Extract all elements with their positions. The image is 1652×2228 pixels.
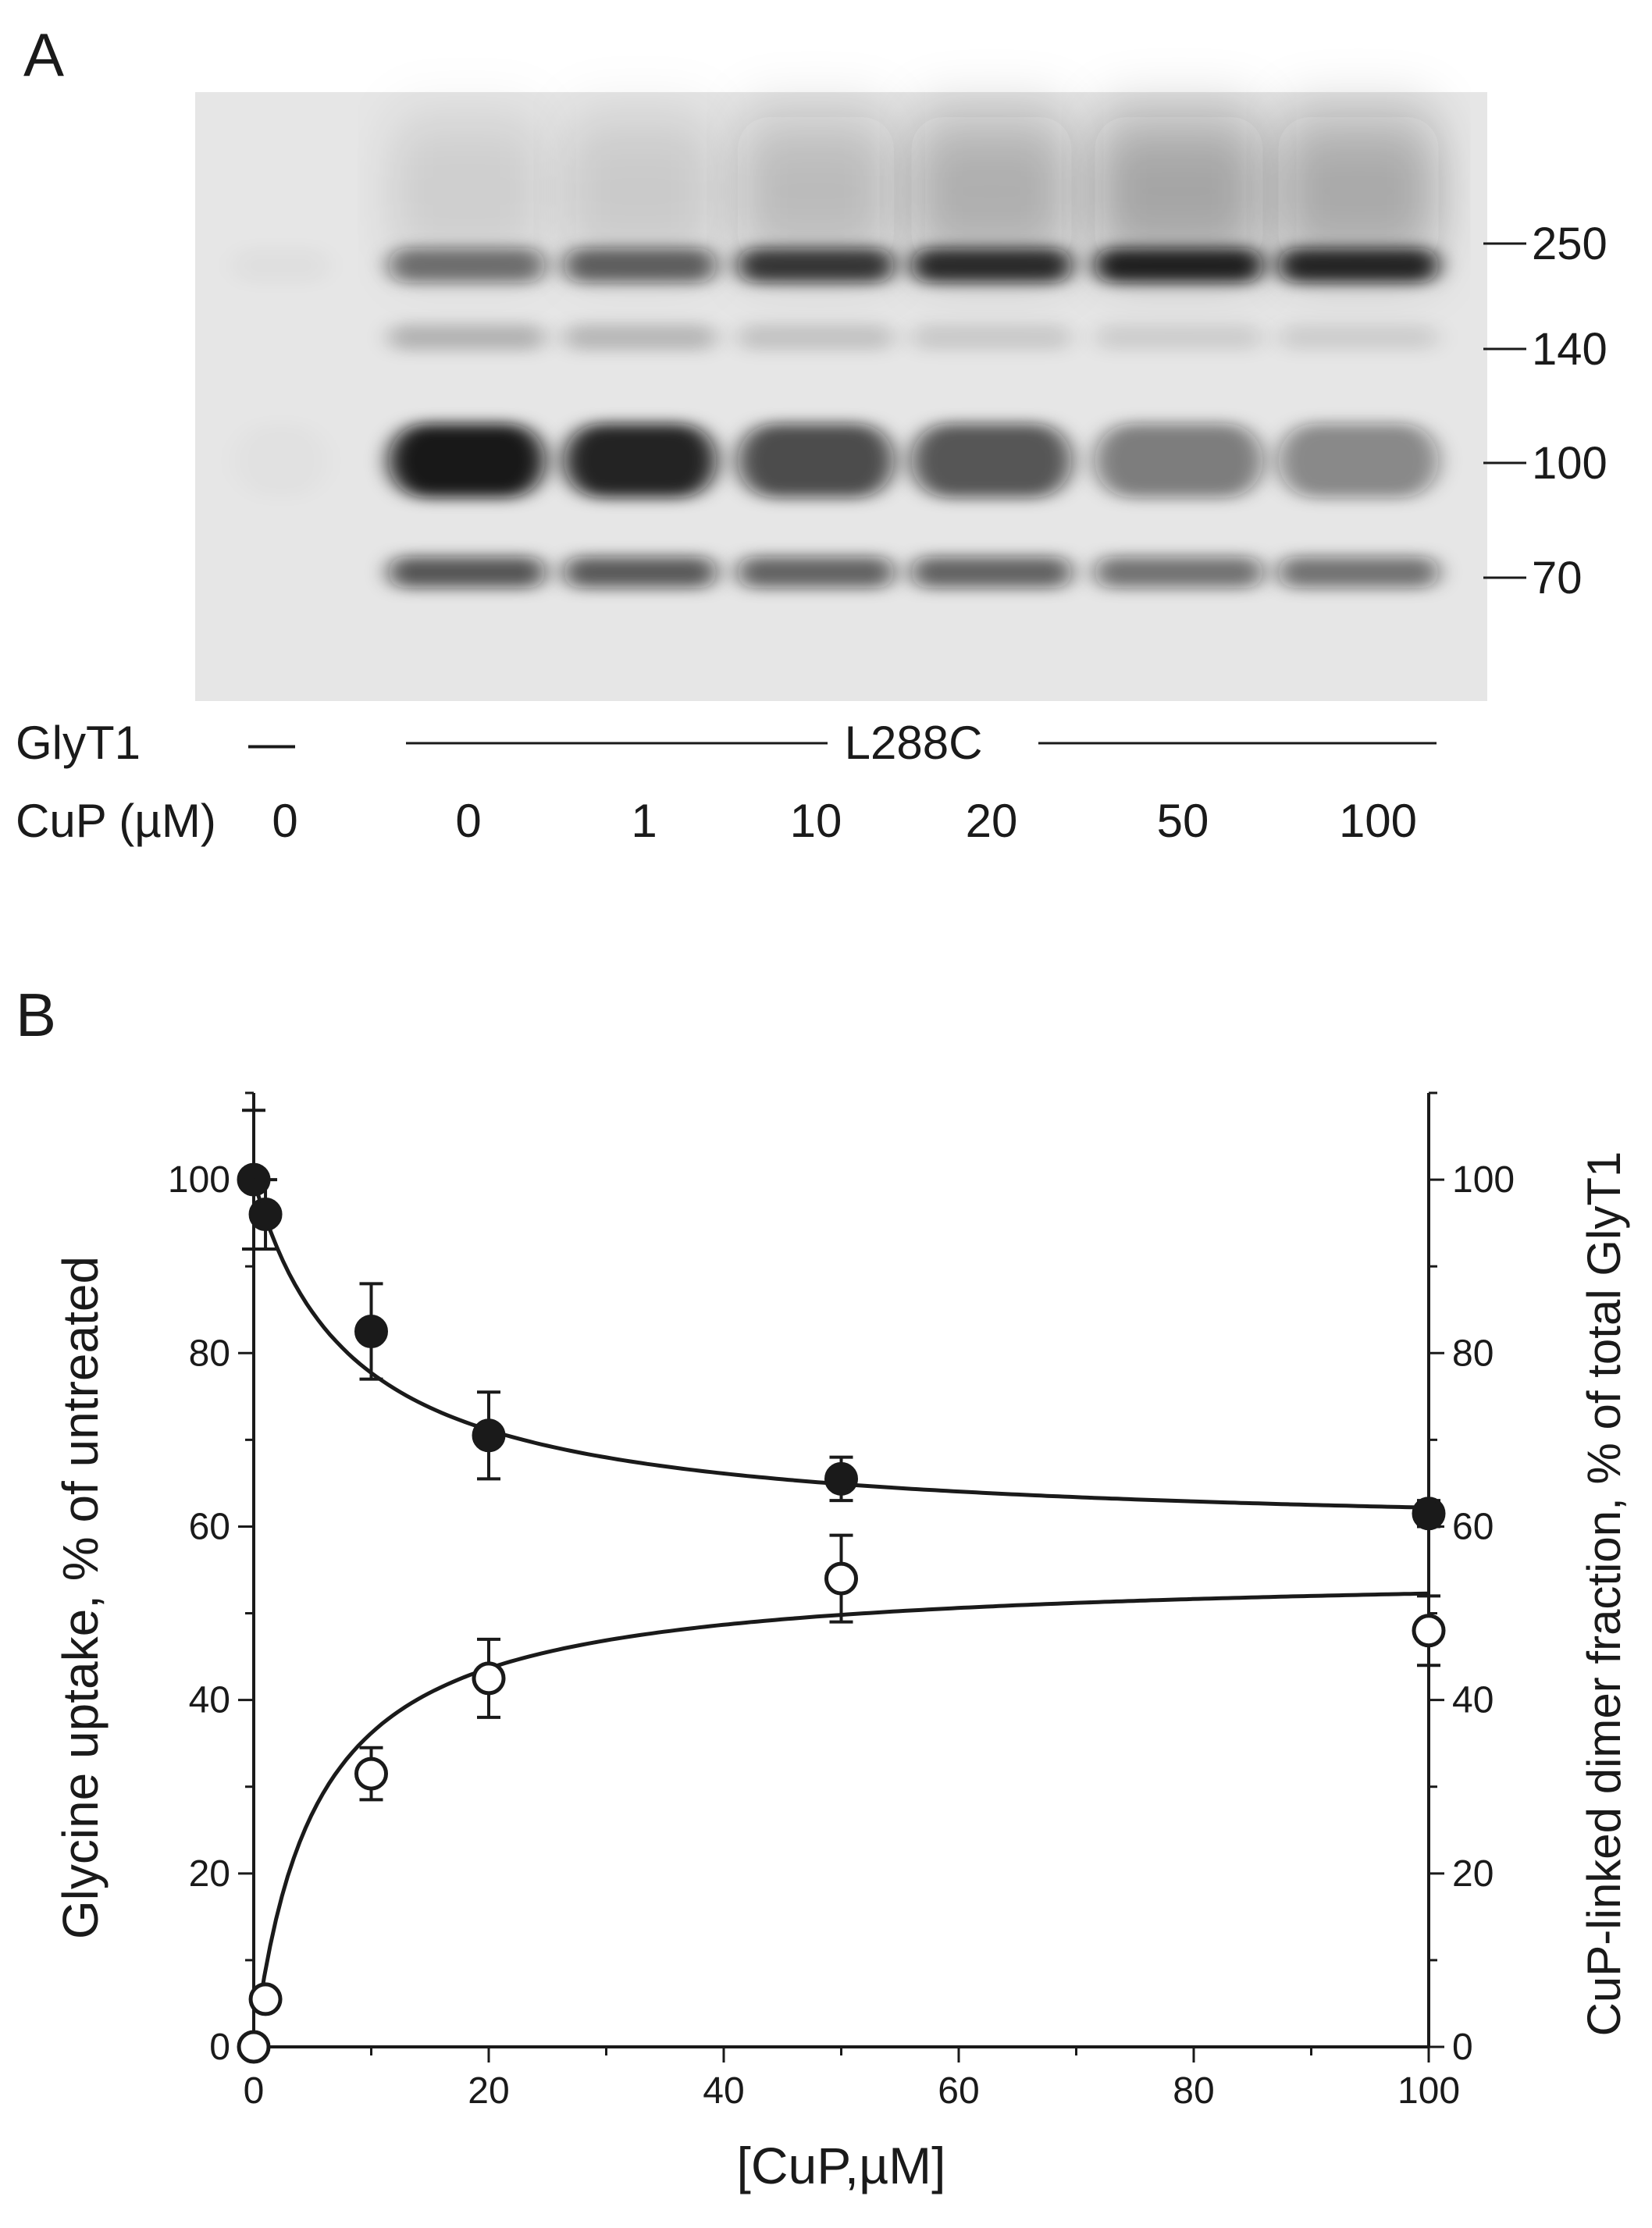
uptake-point [354,1315,388,1348]
lane-smear [564,117,717,265]
svg-text:70: 70 [1532,553,1583,603]
blot-band [1095,248,1263,283]
uptake-point [1412,1497,1446,1531]
x-tick-label: 80 [1173,2070,1214,2112]
y-tick-label-left: 40 [189,1680,230,1721]
blot-band [1278,557,1439,588]
svg-text:140: 140 [1532,324,1607,375]
blot-band [564,423,717,498]
panel-b-label: B [16,981,57,1049]
lane-smear [1278,117,1439,265]
x-tick-label: 40 [703,2070,744,2112]
uptake-point [248,1198,283,1232]
cup-lane-label: 100 [1339,795,1417,847]
cup-row-label: CuP (µM) [16,795,216,847]
marker-140: 140 [1483,324,1607,375]
y-axis-label-right: CuP-linked dimer fraction, % of total Gl… [1578,1151,1630,2037]
x-axis-label: [CuP,µM] [737,2137,946,2194]
blot-band [1278,423,1439,498]
x-tick-label: 20 [468,2070,509,2112]
dimer-point [1412,1614,1446,1648]
uptake-point [824,1461,858,1496]
x-tick-label: 0 [244,2070,265,2112]
dimer-point [237,2030,271,2064]
dimer-point [824,1561,858,1596]
blot-band [911,248,1072,283]
blot-band [564,248,717,283]
blot-bands [234,117,1439,588]
blot-band [911,423,1072,498]
fit-curve-rise [256,1591,1428,2013]
lane-smear [911,117,1072,265]
cup-lane-label: 10 [790,795,842,847]
dimer-point [354,1756,388,1791]
blot-band [738,423,894,498]
blot-band [564,324,717,351]
dimer-point [248,1982,283,2016]
marker-100: 100 [1483,438,1607,489]
lane-smear [1095,117,1263,265]
blot-band [1095,324,1263,351]
y-tick-label-right: 100 [1452,1159,1515,1201]
y-tick-label-right: 60 [1452,1506,1494,1547]
control-lane-dash: — [248,717,295,769]
blot-band [564,557,717,588]
svg-text:250: 250 [1532,219,1607,269]
y-tick-label-right: 0 [1452,2027,1473,2068]
y-tick-label-left: 100 [168,1159,230,1201]
cup-lane-label: 0 [272,795,297,847]
y-tick-label-left: 60 [189,1506,230,1547]
data-points [237,1109,1446,2064]
marker-70: 70 [1483,553,1583,603]
x-tick-label: 100 [1397,2070,1460,2112]
blot-band [389,423,545,498]
y-tick-label-right: 20 [1452,1853,1494,1895]
blot-band [738,557,894,588]
y-tick-label-left: 80 [189,1333,230,1374]
panel-a-label: A [23,20,65,89]
cup-lane-label: 50 [1157,795,1209,847]
blot-band [234,248,328,283]
blot-band [1278,248,1439,283]
blot-band [738,324,894,351]
blot-band [1095,557,1263,588]
svg-text:100: 100 [1532,438,1607,489]
cup-lane-labels: 0 0 1 10 20 50 100 [272,795,1417,847]
blot-band [1095,423,1263,498]
blot-band [911,557,1072,588]
blot-band [389,324,545,351]
dimer-point [472,1661,506,1696]
lane-smear [738,117,894,265]
blot-band [234,424,328,498]
cup-lane-label: 20 [966,795,1018,847]
y-tick-label-right: 80 [1452,1333,1494,1374]
glyt1-row-label: GlyT1 [16,717,141,769]
blot-band [389,248,545,283]
blot-band [1278,324,1439,351]
blot-band [389,557,545,588]
blot-band [738,248,894,283]
lane-smear [389,117,545,265]
cup-lane-label: 1 [631,795,657,847]
marker-250: 250 [1483,219,1607,269]
uptake-point [472,1418,506,1453]
construct-label: L288C [845,717,983,769]
y-axis-label-left: Glycine uptake, % of untreated [52,1256,109,1939]
x-tick-label: 60 [938,2070,979,2112]
y-tick-label-left: 20 [189,1853,230,1895]
y-tick-label-right: 40 [1452,1680,1494,1721]
cup-lane-label: 0 [455,795,481,847]
y-tick-label-left: 0 [209,2027,230,2068]
blot-band [911,324,1072,351]
